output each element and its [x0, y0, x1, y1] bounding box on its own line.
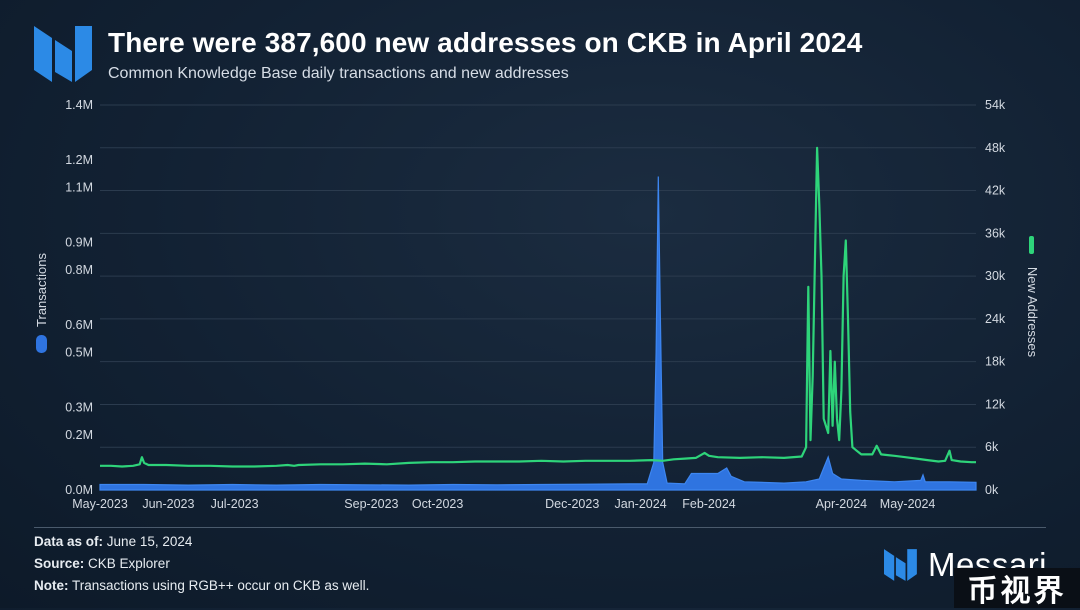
note-label: Note:: [34, 578, 69, 593]
chart-title: There were 387,600 new addresses on CKB …: [108, 27, 863, 58]
right-axis-ticks: 0k 6k 12k 18k 24k 30k 36k 42k 48k 54k: [985, 98, 1006, 497]
x-tick-label: Sep-2023: [344, 497, 398, 511]
gridlines: [100, 104, 976, 491]
footer-note: Note: Transactions using RGB++ occur on …: [34, 578, 369, 593]
right-tick-label: 30k: [985, 269, 1006, 283]
right-tick-label: 54k: [985, 98, 1006, 112]
left-tick-label: 0.0M: [65, 483, 93, 497]
x-tick-label: Jan-2024: [615, 497, 667, 511]
new-addresses-legend-swatch: [1029, 236, 1034, 254]
transactions-legend-swatch: [36, 335, 47, 353]
x-axis-ticks: May-2023 Jun-2023 Jul-2023 Sep-2023 Oct-2023…: [72, 497, 935, 511]
x-tick-label: Jun-2023: [142, 497, 194, 511]
footer-divider: [34, 527, 1046, 528]
chart-subtitle: Common Knowledge Base daily transactions…: [108, 65, 569, 82]
left-tick-label: 0.8M: [65, 263, 93, 277]
right-tick-label: 48k: [985, 141, 1006, 155]
messari-logo-icon: [34, 26, 92, 82]
left-tick-label: 1.4M: [65, 98, 93, 112]
footer-source: Source: CKB Explorer: [34, 556, 170, 571]
source-value: CKB Explorer: [88, 556, 170, 571]
left-tick-label: 0.9M: [65, 236, 93, 250]
x-tick-label: Jul-2023: [211, 497, 259, 511]
x-tick-label: May-2023: [72, 497, 128, 511]
right-tick-label: 0k: [985, 483, 999, 497]
right-tick-label: 42k: [985, 184, 1006, 198]
left-tick-label: 1.1M: [65, 181, 93, 195]
note-value: Transactions using RGB++ occur on CKB as…: [72, 578, 370, 593]
transactions-series: [99, 176, 977, 491]
new-addresses-series: [100, 146, 976, 468]
data-as-of-label: Data as of:: [34, 534, 104, 549]
right-tick-label: 12k: [985, 397, 1006, 411]
left-tick-label: 1.2M: [65, 153, 93, 167]
left-tick-label: 0.2M: [65, 428, 93, 442]
data-as-of-value: June 15, 2024: [106, 534, 193, 549]
source-label: Source:: [34, 556, 85, 571]
x-tick-label: Apr-2024: [816, 497, 867, 511]
right-tick-label: 6k: [985, 440, 999, 454]
x-tick-label: Oct-2023: [412, 497, 463, 511]
messari-logo-icon: [884, 549, 917, 581]
left-axis-ticks: 0.0M 0.2M 0.3M 0.5M 0.6M 0.8M 0.9M 1.1M 1.2M 1.4M: [65, 98, 93, 497]
x-tick-label: Dec-2023: [545, 497, 599, 511]
x-tick-label: Feb-2024: [682, 497, 736, 511]
x-tick-label: May-2024: [880, 497, 936, 511]
right-tick-label: 36k: [985, 226, 1006, 240]
left-tick-label: 0.3M: [65, 401, 93, 415]
left-axis-title: Transactions: [34, 253, 49, 327]
right-tick-label: 18k: [985, 355, 1006, 369]
left-tick-label: 0.6M: [65, 318, 93, 332]
right-axis-title: New Addresses: [1025, 267, 1040, 358]
chart: 0.0M 0.2M 0.3M 0.5M 0.6M 0.8M 0.9M 1.1M 1.2M 1.4M…: [34, 98, 1040, 511]
footer-data-as-of: Data as of: June 15, 2024: [34, 534, 192, 549]
left-tick-label: 0.5M: [65, 346, 93, 360]
watermark-badge: 币视界: [954, 568, 1080, 608]
right-tick-label: 24k: [985, 312, 1006, 326]
